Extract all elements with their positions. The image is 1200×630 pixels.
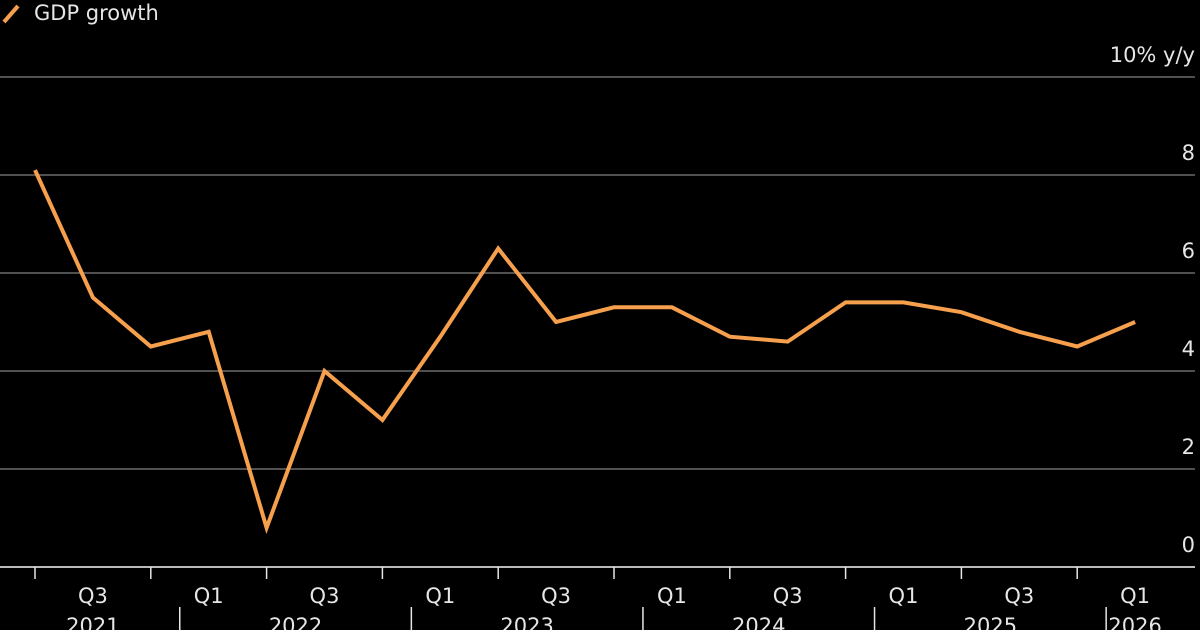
x-group-label: 2023 [500, 614, 553, 630]
y-tick-label: 0 [1182, 533, 1195, 557]
x-tick-label: Q3 [773, 584, 803, 608]
x-tick-label: Q1 [889, 584, 919, 608]
x-group-label: 2024 [732, 614, 785, 630]
x-group-label: 2026 [1108, 614, 1161, 630]
x-group-label: 2025 [964, 614, 1017, 630]
series-line [33, 169, 1136, 535]
x-tick-label: Q3 [78, 584, 108, 608]
y-tick-label: 6 [1182, 239, 1195, 263]
x-tick-label: Q1 [657, 584, 687, 608]
y-tick-label: 10% y/y [1110, 43, 1195, 67]
x-tick-label: Q3 [310, 584, 340, 608]
y-tick-label: 2 [1182, 435, 1195, 459]
x-group-label: 2021 [66, 614, 119, 630]
x-tick-label: Q1 [425, 584, 455, 608]
y-tick-label: 8 [1182, 141, 1195, 165]
y-tick-label: 4 [1182, 337, 1195, 361]
legend-swatch [2, 4, 20, 24]
x-tick-label: Q3 [541, 584, 571, 608]
legend-label: GDP growth [34, 1, 159, 25]
x-tick-label: Q1 [1120, 584, 1150, 608]
x-tick-label: Q3 [1004, 584, 1034, 608]
x-group-label: 2022 [269, 614, 322, 630]
x-tick-label: Q1 [194, 584, 224, 608]
